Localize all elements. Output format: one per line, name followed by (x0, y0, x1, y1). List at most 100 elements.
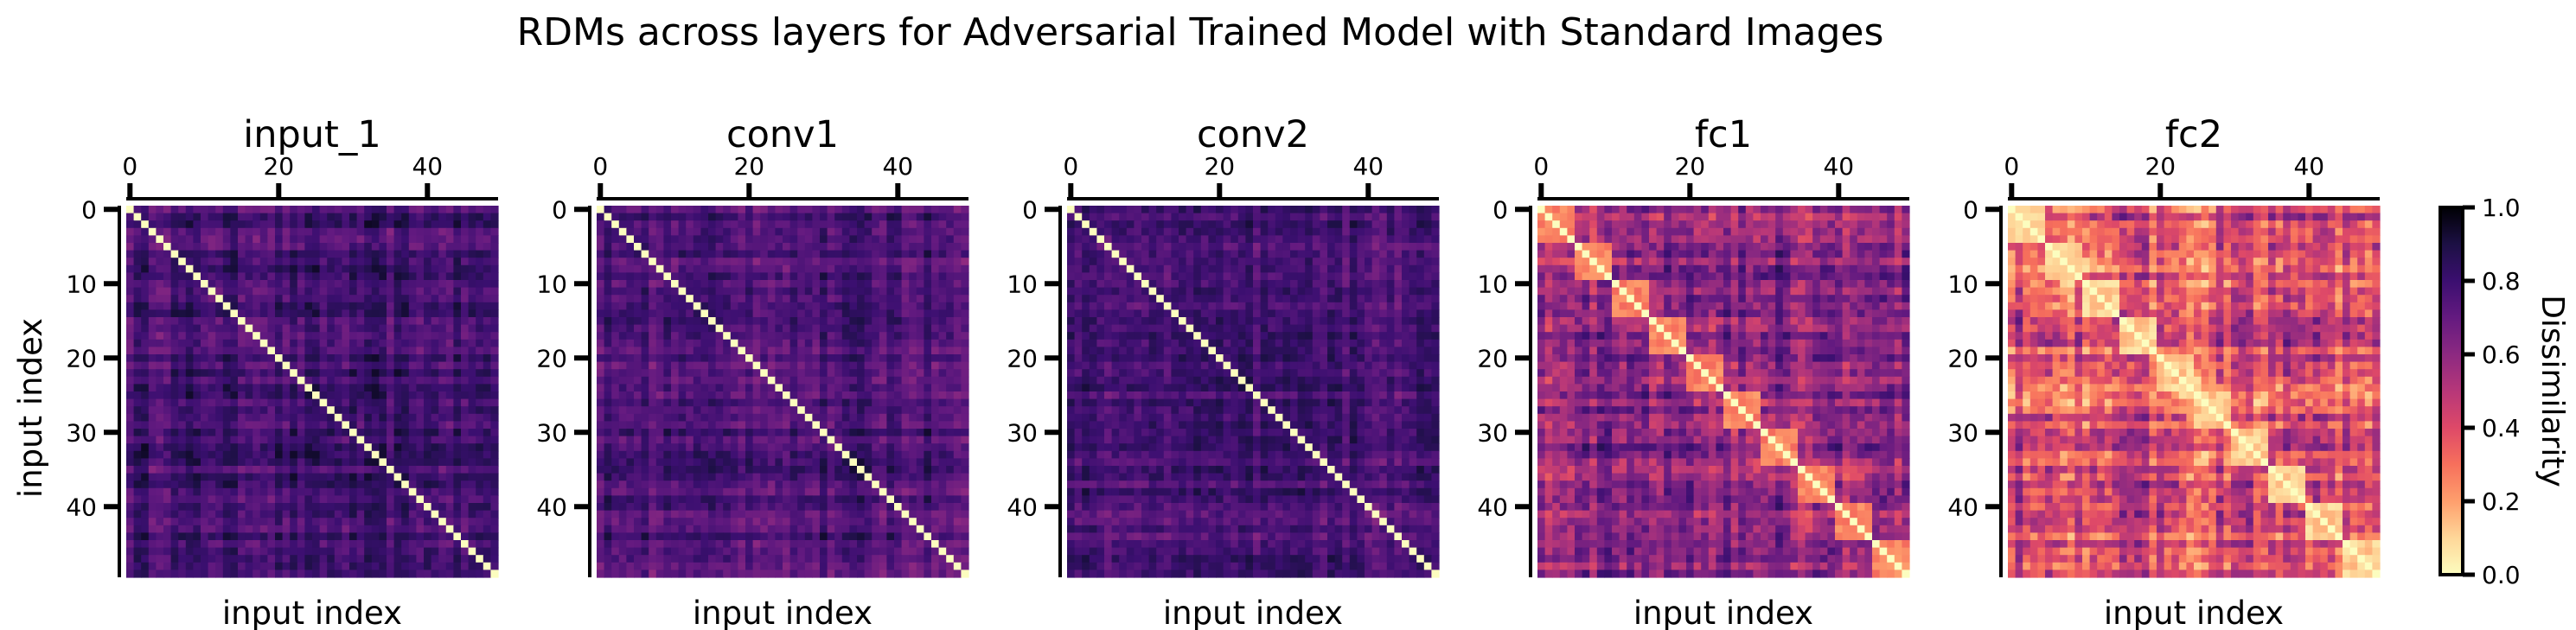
heatmap-cell (356, 339, 365, 347)
heatmap-cell (408, 487, 417, 496)
heatmap-cell (193, 487, 201, 496)
heatmap-cell (924, 227, 932, 236)
heatmap-cell (738, 243, 746, 251)
heatmap-cell (886, 540, 895, 549)
heatmap-cell (946, 398, 955, 407)
heatmap-cell (267, 324, 276, 333)
heatmap-cell (201, 220, 209, 229)
heatmap-cell (349, 280, 358, 289)
heatmap-cell (424, 562, 432, 570)
heatmap-cell (290, 436, 298, 444)
heatmap-cell (886, 413, 895, 422)
heatmap-cell (387, 480, 395, 489)
heatmap-cell (371, 258, 380, 266)
heatmap-cell (483, 466, 491, 474)
heatmap-cell (872, 280, 880, 289)
heatmap-cell (604, 258, 612, 266)
heatmap-cell (634, 547, 642, 556)
heatmap-cell (222, 466, 231, 474)
heatmap-cell (208, 532, 216, 541)
heatmap-cell (663, 562, 672, 570)
heatmap-cell (445, 547, 454, 556)
heatmap-cell (290, 562, 298, 570)
heatmap-cell (319, 220, 328, 229)
heatmap-cell (424, 354, 432, 363)
heatmap-cell (655, 406, 664, 415)
heatmap-cell (849, 243, 858, 251)
heatmap-cell (148, 287, 157, 296)
heatmap-cell (416, 473, 425, 481)
heatmap-cell (812, 227, 821, 236)
heatmap-cell (483, 272, 491, 281)
heatmap-cell (730, 503, 738, 512)
heatmap-cell (424, 495, 432, 504)
heatmap-cell (924, 510, 932, 519)
heatmap-cell (275, 473, 284, 481)
heatmap-cell (857, 227, 866, 236)
heatmap-cell (371, 547, 380, 556)
heatmap-cell (938, 495, 947, 504)
heatmap-cell (461, 450, 470, 459)
heatmap-cell (259, 518, 268, 526)
heatmap-cell (148, 547, 157, 556)
heatmap-cell (156, 258, 164, 266)
heatmap-cell (178, 213, 187, 221)
heatmap-cell (671, 361, 680, 370)
heatmap-cell (841, 458, 850, 467)
heatmap-cell (371, 272, 380, 281)
heatmap-cell (804, 235, 813, 244)
heatmap-cell (364, 332, 373, 340)
heatmap-cell (804, 480, 813, 489)
heatmap-cell (476, 398, 484, 407)
heatmap-cell (827, 332, 835, 340)
heatmap-cell (282, 317, 291, 326)
heatmap-cell (671, 376, 680, 385)
heatmap-cell (841, 250, 850, 258)
heatmap-cell (678, 339, 687, 347)
heatmap-cell (461, 347, 470, 355)
heatmap-cell (820, 503, 828, 512)
heatmap-cell (342, 487, 350, 496)
heatmap-cell (222, 540, 231, 549)
heatmap-cell (655, 332, 664, 340)
heatmap-cell (393, 518, 402, 526)
heatmap-cell (738, 436, 746, 444)
heatmap-cell (490, 429, 499, 437)
heatmap-cell (201, 250, 209, 258)
heatmap-cell (678, 332, 687, 340)
heatmap-cell (334, 339, 342, 347)
heatmap-cell (916, 317, 924, 326)
heatmap-cell (886, 487, 895, 496)
heatmap-cell (431, 473, 439, 481)
heatmap-cell (931, 258, 940, 266)
heatmap-cell (238, 250, 246, 258)
heatmap-cell (238, 391, 246, 400)
heatmap-cell (641, 495, 649, 504)
heatmap-cell (641, 235, 649, 244)
heatmap-cell (282, 450, 291, 459)
heatmap-cell (349, 227, 358, 236)
heatmap-cell (290, 264, 298, 273)
heatmap-cell (252, 302, 261, 310)
heatmap-cell (655, 309, 664, 318)
heatmap-cell (215, 518, 224, 526)
heatmap-cell (476, 206, 484, 214)
heatmap-cell (671, 473, 680, 481)
heatmap-cell (953, 213, 962, 221)
heatmap-cell (141, 347, 150, 355)
heatmap-cell (245, 287, 253, 296)
heatmap-cell (342, 339, 350, 347)
heatmap-cell (424, 487, 432, 496)
heatmap-cell (334, 391, 342, 400)
heatmap-cell (424, 347, 432, 355)
heatmap-cell (163, 287, 172, 296)
heatmap-cell (319, 287, 328, 296)
heatmap-cell (812, 562, 821, 570)
heatmap-cell (259, 354, 268, 363)
heatmap-cell (708, 227, 717, 236)
heatmap-cell (626, 213, 635, 221)
heatmap-cell (453, 339, 462, 347)
heatmap-cell (163, 317, 172, 326)
heatmap-cell (178, 540, 187, 549)
heatmap-cell (634, 406, 642, 415)
